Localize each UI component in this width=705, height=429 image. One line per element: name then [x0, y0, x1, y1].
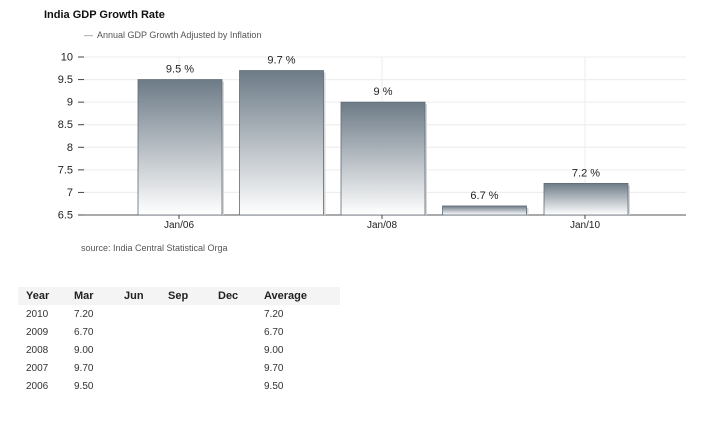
header-average: Average	[256, 287, 340, 305]
x-axis-ticks: Jan/06 Jan/08 Jan/10	[164, 215, 600, 231]
y-tick-label: 8.5	[58, 119, 73, 131]
y-tick-label: 9.5	[58, 74, 73, 86]
bar	[340, 101, 426, 216]
bar	[137, 79, 223, 216]
cell-sep	[160, 377, 210, 395]
bars	[137, 70, 630, 216]
cell-average: 9.50	[264, 380, 284, 392]
bar	[442, 205, 527, 216]
cell-year: 2006	[26, 380, 49, 392]
table-row: 2007 9.70 9.70	[18, 359, 340, 377]
header-jun: Jun	[116, 287, 160, 305]
cell-jun	[116, 359, 160, 377]
legend-line-icon: —	[84, 30, 93, 40]
y-tick-label: 10	[61, 52, 73, 64]
header-sep: Sep	[160, 287, 210, 305]
y-tick-label: 9	[67, 97, 73, 109]
cell-mar: 9.00	[74, 344, 94, 356]
bar-value-label: 9.5 %	[166, 64, 194, 76]
bar-value-label: 9.7 %	[267, 55, 295, 67]
cell-dec	[210, 359, 256, 377]
chart-title: India GDP Growth Rate	[44, 9, 165, 21]
y-tick-label: 7.5	[58, 164, 73, 176]
cell-year: 2010	[26, 308, 49, 320]
bar-value-label: 7.2 %	[572, 167, 600, 179]
cell-mar: 7.20	[74, 308, 94, 320]
cell-jun	[116, 377, 160, 395]
cell-year: 2007	[26, 362, 49, 374]
bar	[543, 182, 629, 216]
cell-mar: 6.70	[74, 326, 94, 338]
cell-dec	[210, 305, 256, 323]
cell-average: 7.20	[264, 308, 284, 320]
cell-jun	[116, 305, 160, 323]
cell-sep	[160, 359, 210, 377]
y-tick-label: 8	[67, 142, 73, 154]
cell-average: 6.70	[264, 326, 284, 338]
chart-legend: — Annual GDP Growth Adjusted by Inflation	[84, 30, 261, 40]
y-tick-label: 6.5	[58, 210, 73, 222]
cell-jun	[116, 323, 160, 341]
bar-value-labels: 9.5 % 9.7 % 9 % 6.7 % 7.2 %	[166, 55, 600, 202]
table-row: 2008 9.00 9.00	[18, 341, 340, 359]
cell-dec	[210, 377, 256, 395]
table-row: 2006 9.50 9.50	[18, 377, 340, 395]
x-tick-label: Jan/10	[570, 220, 600, 231]
source-note: source: India Central Statistical Orga	[81, 243, 228, 253]
y-tick-label: 7	[67, 187, 73, 199]
bar-value-label: 6.7 %	[470, 190, 498, 202]
cell-year: 2008	[26, 344, 49, 356]
cell-sep	[160, 323, 210, 341]
header-year: Year	[18, 287, 66, 305]
cell-jun	[116, 341, 160, 359]
cell-average: 9.00	[264, 344, 284, 356]
cell-average: 9.70	[264, 362, 284, 374]
gdp-data-table: Year Mar Jun Sep Dec Average 2010 7.20 7…	[18, 287, 340, 395]
x-tick-label: Jan/06	[164, 220, 194, 231]
cell-year: 2009	[26, 326, 49, 338]
cell-sep	[160, 305, 210, 323]
cell-dec	[210, 323, 256, 341]
table-row: 2010 7.20 7.20	[18, 305, 340, 323]
cell-dec	[210, 341, 256, 359]
x-tick-label: Jan/08	[367, 220, 397, 231]
legend-label: Annual GDP Growth Adjusted by Inflation	[97, 30, 262, 40]
cell-mar: 9.50	[74, 380, 94, 392]
bar	[239, 70, 324, 216]
cell-mar: 9.70	[74, 362, 94, 374]
table-row: 2009 6.70 6.70	[18, 323, 340, 341]
bar-value-label: 9 %	[374, 86, 393, 98]
gdp-bar-chart: 10 9.5 9 8.5 8 7.5 7 6.5 9.5 % 9.7 % 9 % 6.7 % 7.2 …	[58, 52, 686, 231]
header-mar: Mar	[66, 287, 116, 305]
y-axis-ticks: 10 9.5 9 8.5 8 7.5 7 6.5	[58, 52, 84, 222]
table-header-row: Year Mar Jun Sep Dec Average	[18, 287, 340, 305]
header-dec: Dec	[210, 287, 256, 305]
cell-sep	[160, 341, 210, 359]
